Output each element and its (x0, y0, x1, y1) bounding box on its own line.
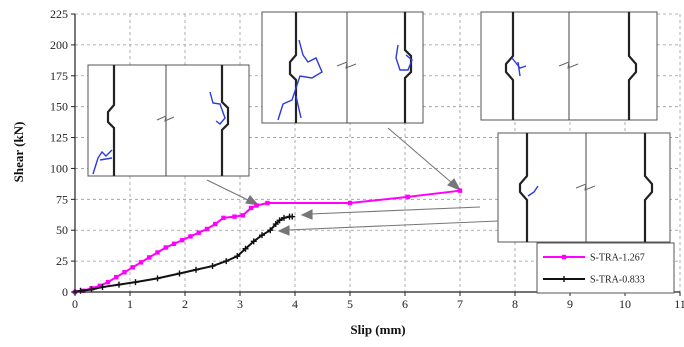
data-point-marker (97, 283, 102, 289)
axes: 0 1 2 3 4 5 6 7 8 9 10 11 0 25 50 75 100 125 150 175 200 225 (50, 7, 684, 311)
data-point-marker (240, 213, 245, 218)
data-point-marker (223, 258, 230, 265)
data-point-marker (276, 217, 283, 224)
data-point-marker (248, 205, 254, 211)
data-point-marker (147, 255, 152, 260)
x-tick-label: 7 (457, 297, 463, 311)
data-point-marker (234, 253, 241, 260)
x-tick-label: 3 (237, 297, 243, 311)
data-point-marker (138, 260, 144, 265)
y-tick-label: 100 (50, 161, 68, 175)
y-tick-label: 200 (50, 38, 68, 52)
inset-diagram-4 (497, 132, 671, 243)
data-point-marker (213, 221, 218, 227)
data-point-marker (193, 266, 199, 273)
data-point-marker (77, 287, 84, 294)
data-point-marker (561, 254, 567, 260)
x-tick-label: 11 (674, 297, 684, 311)
data-point-marker (105, 279, 111, 285)
data-point-marker (209, 263, 216, 270)
x-tick-label: 4 (292, 297, 298, 311)
data-point-marker (132, 279, 139, 286)
x-tick-label: 10 (619, 297, 631, 311)
data-point-marker (232, 214, 237, 219)
data-point-marker (204, 226, 210, 232)
series-line (74, 189, 461, 293)
data-point-marker (289, 213, 296, 220)
y-tick-label: 75 (56, 192, 68, 206)
data-point-marker (221, 215, 226, 221)
data-point-marker (281, 214, 287, 221)
data-point-marker (114, 274, 119, 280)
y-tick-label: 150 (50, 100, 68, 114)
data-point-marker (116, 281, 122, 288)
data-point-marker (561, 276, 567, 282)
data-point-marker (267, 227, 274, 234)
data-point-marker (405, 194, 410, 200)
data-point-marker (254, 203, 259, 208)
x-tick-label: 2 (182, 297, 188, 311)
arrow-3 (309, 206, 481, 215)
arrow-2 (387, 127, 453, 184)
inset-diagram-2 (261, 11, 424, 124)
data-point-marker (250, 238, 257, 245)
data-point-marker (188, 234, 193, 239)
y-tick-label: 225 (50, 7, 68, 21)
data-point-marker (176, 270, 183, 277)
data-point-marker (180, 237, 185, 243)
arrow-1 (206, 179, 251, 202)
data-point-marker (259, 232, 265, 239)
arrow-2-head (447, 178, 462, 192)
arrow-4 (286, 220, 499, 231)
data-point-marker (272, 221, 279, 228)
legend-label: S-TRA-1.267 (590, 253, 645, 264)
inset-diagram-1 (87, 64, 250, 177)
data-point-marker (122, 270, 127, 275)
y-axis-label: Shear (kN) (11, 122, 26, 183)
data-point-marker (163, 245, 168, 250)
arrow-1-head (245, 195, 260, 206)
x-tick-label: 8 (512, 297, 518, 311)
data-point-marker (265, 200, 270, 206)
x-tick-label: 0 (72, 297, 78, 311)
data-point-marker (171, 241, 177, 247)
legend-item: S-TRA-1.267 (543, 253, 645, 264)
y-tick-label: 0 (62, 285, 68, 299)
data-point-marker (154, 275, 161, 282)
data-point-marker (99, 284, 106, 291)
series-1 (72, 188, 463, 295)
x-tick-label: 6 (402, 297, 408, 311)
data-point-marker (196, 230, 201, 235)
legend: S-TRA-1.267 S-TRA-0.833 (536, 242, 675, 294)
y-tick-label: 25 (56, 254, 68, 268)
data-point-marker (130, 265, 135, 270)
x-tick-label: 1 (127, 297, 133, 311)
legend-label: S-TRA-0.833 (590, 275, 645, 286)
x-axis-label: Slip (mm) (350, 322, 405, 337)
data-point-marker (242, 245, 249, 252)
arrow-3-head (300, 209, 313, 220)
pointer-arrows (206, 127, 499, 236)
data-point-marker (155, 250, 160, 255)
y-tick-label: 125 (50, 131, 68, 145)
y-tick-label: 175 (50, 69, 68, 83)
data-point-marker (457, 188, 463, 193)
series (72, 188, 463, 295)
arrow-4-head (277, 225, 290, 236)
data-point-marker (347, 200, 353, 206)
legend-item: S-TRA-0.833 (543, 275, 645, 286)
inset-diagrams (87, 11, 671, 243)
y-tick-label: 50 (56, 223, 68, 237)
inset-diagram-3 (480, 11, 658, 121)
x-tick-label: 9 (567, 297, 573, 311)
x-tick-label: 5 (347, 297, 353, 311)
